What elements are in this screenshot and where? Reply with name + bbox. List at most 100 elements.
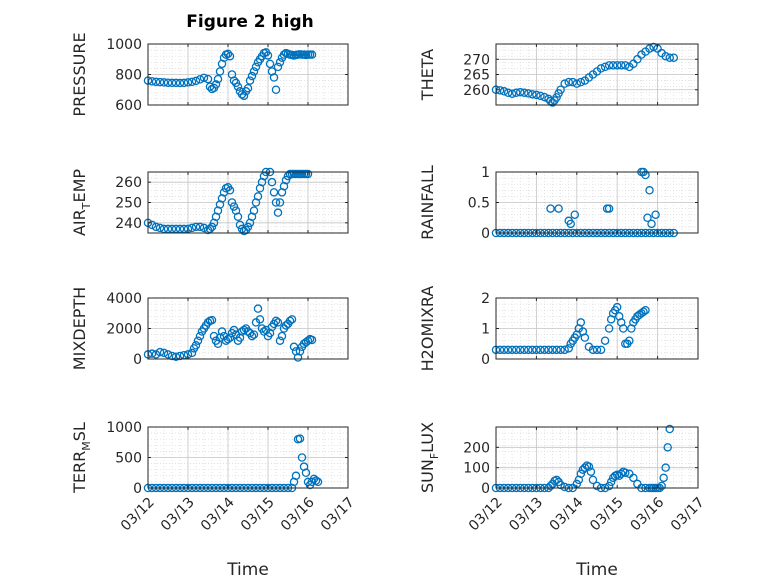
y-axis-label: PRESSURE (70, 32, 89, 116)
data-point (639, 307, 648, 316)
data-point (580, 463, 590, 472)
y-axis-label: SUNFLUX (418, 422, 441, 493)
data-point (564, 77, 573, 87)
data-point (213, 74, 223, 84)
subplot-8: 0 100 200 03/12 03/13 03/14 03/15 03/16 03/17 Tim… (418, 422, 708, 580)
data-point (625, 336, 634, 345)
subplot-5: 0 2000 4000 MIXDEPTH (70, 287, 349, 370)
data-point (554, 204, 563, 213)
data-point (229, 76, 239, 85)
y-tick-label: 0.5 (468, 196, 490, 212)
subplot-3: 240 250 260 AIRTEMP (70, 167, 349, 236)
data-point (223, 334, 233, 344)
data-point (187, 348, 197, 358)
data-point (307, 50, 317, 59)
data-point (171, 352, 181, 361)
subplot-6: 0 1 2 H2OMIXRA (418, 286, 699, 372)
data-point (207, 222, 217, 232)
data-point (604, 204, 614, 213)
x-tick-label: 03/13 (506, 494, 546, 534)
data-point (592, 481, 602, 491)
data-point (179, 78, 189, 88)
data-point (265, 59, 275, 69)
data-point (277, 331, 287, 341)
data-point (217, 327, 227, 336)
data-point (560, 482, 569, 492)
x-axis-label: Time (575, 560, 618, 580)
data-point (580, 333, 590, 342)
data-point (566, 219, 575, 229)
data-point (155, 223, 165, 233)
data-point (665, 424, 674, 434)
data-point (207, 315, 217, 325)
y-axis-label: H2OMIXRA (418, 286, 437, 372)
data-point (243, 222, 253, 232)
data-point (273, 208, 283, 217)
data-point (313, 477, 323, 487)
y-tick-label: 0 (133, 352, 142, 368)
y-tick-label: 1000 (106, 420, 142, 436)
data-point (536, 345, 545, 355)
x-tick-label: 03/15 (238, 494, 278, 534)
data-point (233, 82, 243, 91)
data-point (645, 44, 654, 53)
data-point (621, 468, 630, 477)
data-point (159, 348, 169, 358)
data-point (507, 89, 517, 98)
data-point (249, 330, 259, 339)
data-point (511, 88, 521, 98)
axes-box (495, 426, 699, 489)
y-tick-label: 0 (481, 226, 490, 242)
data-point (536, 91, 545, 101)
data-point (552, 475, 561, 485)
data-point (576, 469, 586, 479)
data-point (303, 336, 313, 345)
data-point (155, 77, 165, 87)
x-tick-label: 03/13 (158, 494, 198, 534)
data-point (151, 77, 161, 87)
data-point (606, 477, 616, 487)
y-tick-label: 0 (133, 481, 142, 497)
data-point (163, 78, 173, 87)
data-point (649, 42, 658, 52)
data-point (520, 345, 529, 355)
data-point (576, 77, 586, 87)
data-point (251, 62, 261, 72)
data-point (249, 67, 259, 76)
subplot-7: 0 500 1000 03/12 03/13 03/14 03/15 03/16 03/17 Ti… (70, 420, 358, 580)
data-point (600, 62, 610, 72)
x-tick-label: 03/16 (278, 494, 318, 534)
data-point (507, 345, 517, 355)
data-point (211, 80, 221, 89)
data-point (297, 453, 307, 462)
data-point (661, 51, 670, 61)
data-point (616, 469, 626, 479)
data-point (665, 53, 674, 62)
data-point (604, 324, 614, 333)
data-point (191, 76, 201, 86)
data-point (552, 345, 561, 355)
data-point (560, 79, 569, 88)
y-tick-label: 500 (115, 451, 142, 467)
data-point (546, 204, 555, 213)
data-point (503, 345, 513, 355)
data-point (520, 88, 529, 98)
data-point (215, 67, 225, 76)
data-point (544, 345, 553, 355)
data-point (532, 90, 541, 100)
data-point (596, 64, 606, 73)
y-axis-label: TERRMSL (70, 422, 93, 494)
data-point (629, 473, 638, 483)
y-tick-label: 600 (115, 98, 142, 114)
data-point (245, 76, 255, 85)
data-point (548, 345, 557, 355)
data-point (576, 318, 586, 327)
data-point (183, 78, 193, 87)
data-point (616, 61, 626, 70)
data-point (303, 169, 313, 179)
y-axis-label: AIRTEMP (70, 169, 93, 236)
x-tick-label: 03/12 (118, 494, 158, 534)
data-point (273, 62, 283, 72)
data-point (199, 223, 209, 233)
